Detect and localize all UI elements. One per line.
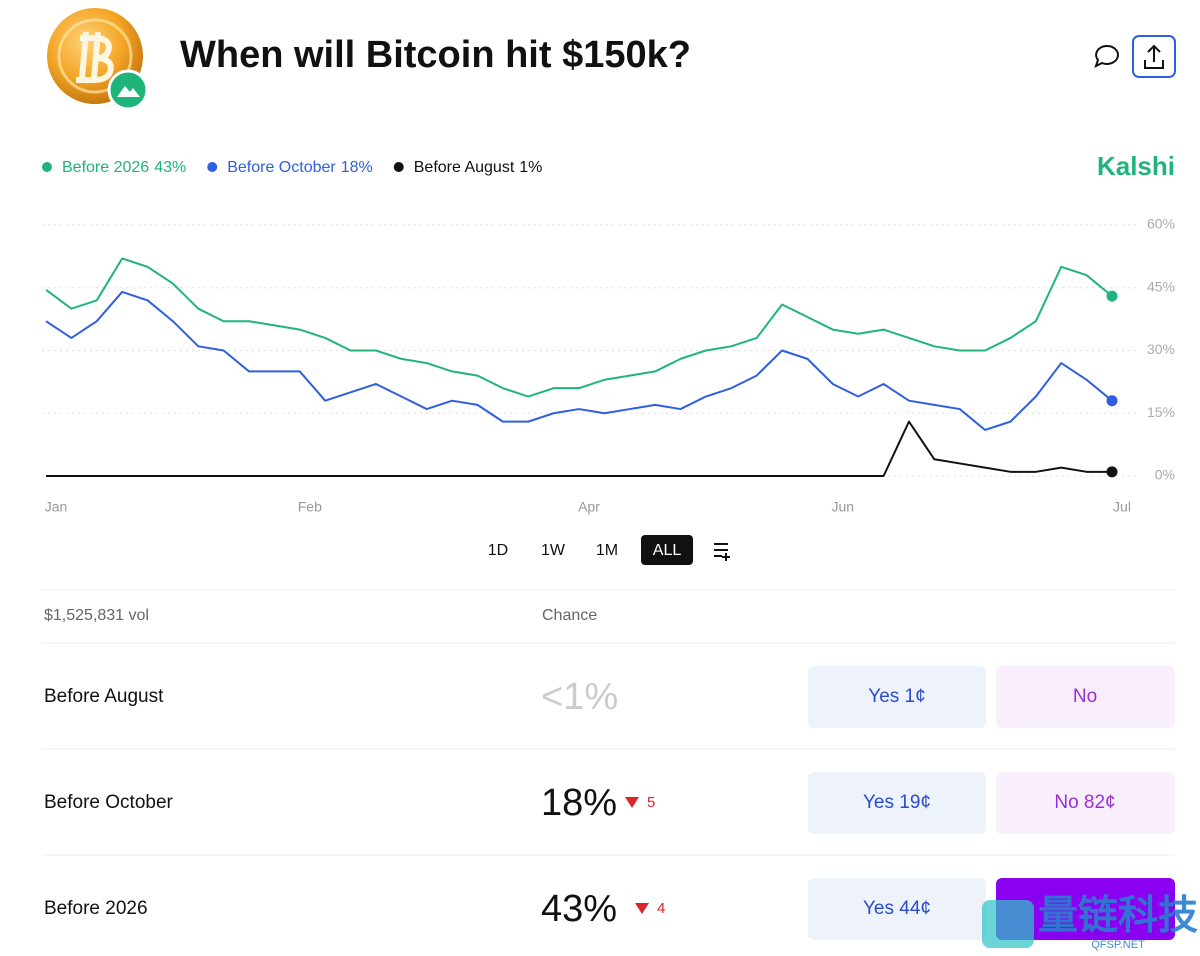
series-line (45, 257, 1113, 398)
range-selected-bg (641, 535, 693, 565)
legend-name: Before 2026 (62, 159, 149, 176)
series-endpoint (1106, 466, 1118, 478)
market-icon (47, 8, 149, 111)
no-button[interactable]: No (1073, 686, 1097, 707)
y-tick-label: 0% (1155, 467, 1175, 483)
outcome-name: Before August (44, 686, 164, 707)
yes-button[interactable]: Yes 44¢ (863, 898, 931, 919)
outcome-chance: <1% (541, 676, 618, 718)
y-tick-label: 30% (1147, 341, 1175, 357)
yes-button-bg[interactable] (808, 772, 986, 834)
legend-name: Before October (227, 159, 336, 176)
legend-chance: 1% (519, 159, 542, 176)
yes-button-bg[interactable] (808, 666, 986, 728)
yes-button[interactable]: Yes 1¢ (868, 686, 925, 707)
y-tick-label: 15% (1147, 404, 1175, 420)
legend-chance: 18% (341, 159, 373, 176)
series-line (46, 420, 1112, 477)
legend-entry: Before 2026 43% (62, 159, 186, 176)
yes-button[interactable]: Yes 19¢ (863, 792, 931, 813)
legend-marker (393, 162, 404, 172)
legend-entry: Before October 18% (227, 159, 373, 176)
volume: $1,525,831 vol (44, 607, 149, 624)
outcome-name: Before October (44, 792, 174, 813)
legend-marker (207, 162, 218, 172)
range-button[interactable]: 1D (488, 542, 508, 559)
y-tick-label: 60% (1147, 216, 1175, 232)
chart: 0% 15% 30% 45% 60% Jan Feb Apr Jun Jul Before 2026… (42, 159, 1175, 515)
legend-entry: Before August 1% (414, 159, 543, 176)
outcome-chance: 18% (541, 782, 617, 824)
no-button-bg[interactable] (996, 666, 1175, 728)
x-tick-label: Apr (578, 499, 600, 515)
chance-header: Chance (542, 607, 597, 624)
series-line (45, 290, 1113, 431)
no-button-bg[interactable] (996, 878, 1175, 940)
legend-marker (42, 162, 52, 172)
watermark-site: QFSP.NET (1091, 939, 1145, 951)
x-tick-label: Jan (45, 499, 68, 515)
x-tick-label: Jun (832, 499, 855, 515)
change-down-icon (625, 797, 639, 808)
y-tick-label: 45% (1147, 278, 1175, 294)
outcome-table: Before August <1% Yes 1¢ No Before October 18… (42, 642, 1175, 940)
add-series-button[interactable] (714, 543, 730, 561)
series-endpoint (1106, 395, 1118, 407)
watermark-text: 量链科技 (1038, 894, 1198, 938)
range-button[interactable]: 1W (541, 542, 566, 559)
outcome-name: Before 2026 (44, 898, 148, 919)
change-down-icon (635, 903, 649, 914)
x-tick-label: Jul (1113, 499, 1131, 515)
x-tick-label: Feb (298, 499, 322, 515)
market-title: When will Bitcoin hit $150k? (180, 34, 691, 76)
no-button[interactable]: No 82¢ (1054, 792, 1115, 813)
legend-name: Before August (414, 159, 515, 176)
outcome-chance: 43% (541, 888, 617, 930)
legend-chance: 43% (154, 159, 186, 176)
range-selector: 1D 1W 1M ALL (488, 535, 693, 565)
watermark: 量链科技 QFSP.NET (982, 894, 1198, 951)
outcome-change: 4 (657, 900, 665, 917)
comment-button[interactable] (1094, 44, 1119, 68)
no-button-bg[interactable] (996, 772, 1175, 834)
brand-logo: Kalshi (1097, 151, 1175, 181)
range-button[interactable]: 1M (596, 542, 618, 559)
series-endpoint (1106, 290, 1118, 302)
share-button[interactable] (1132, 35, 1176, 78)
range-button[interactable]: ALL (653, 542, 682, 559)
outcome-change: 5 (647, 794, 655, 811)
yes-button-bg[interactable] (808, 878, 986, 940)
